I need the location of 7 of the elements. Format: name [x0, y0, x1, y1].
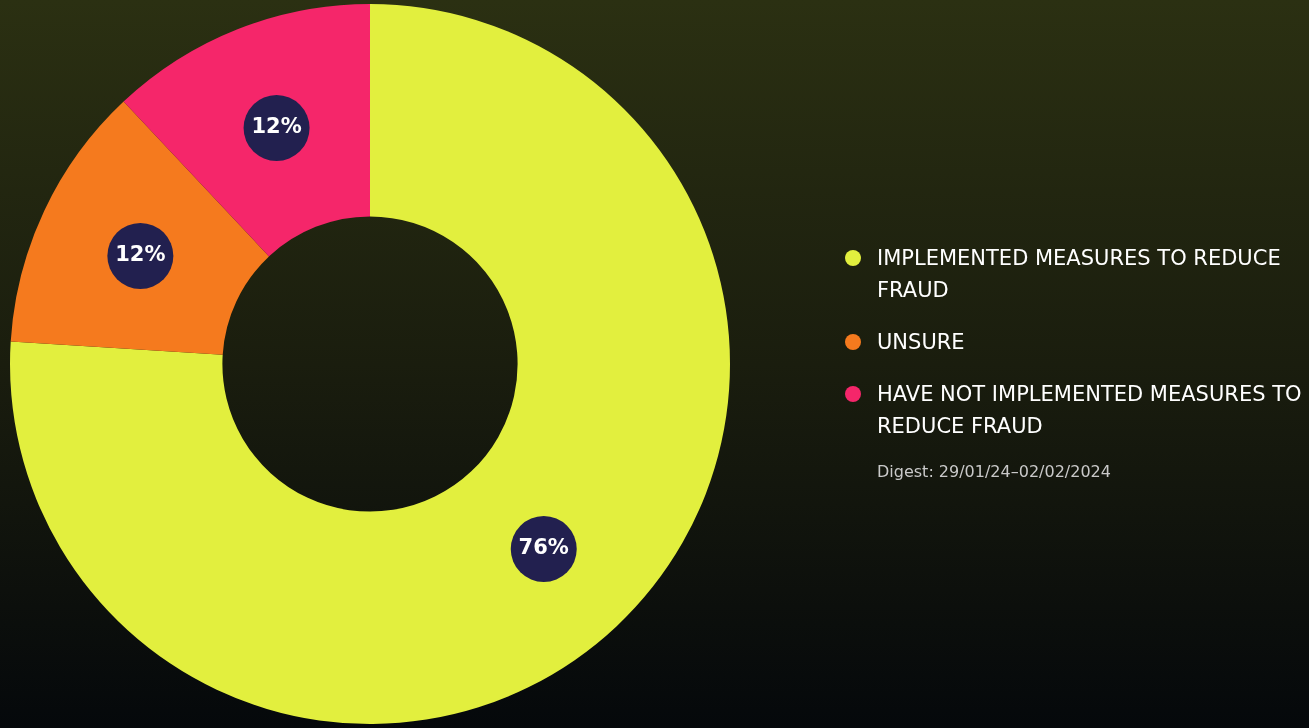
- data-label: 12%: [251, 114, 302, 139]
- data-label: 76%: [518, 535, 569, 560]
- text: Digest: 29/01/24–02/02/2024: [877, 462, 1112, 481]
- legend-label: HAVE NOT IMPLEMENTED MEASURES TO REDUCE FRAUD: [877, 381, 1303, 440]
- legend-label: IMPLEMENTED MEASURES TO REDUCE FRAUD: [877, 245, 1282, 304]
- data-label: 12%: [115, 242, 166, 267]
- legend-label: UNSURE: [877, 329, 965, 356]
